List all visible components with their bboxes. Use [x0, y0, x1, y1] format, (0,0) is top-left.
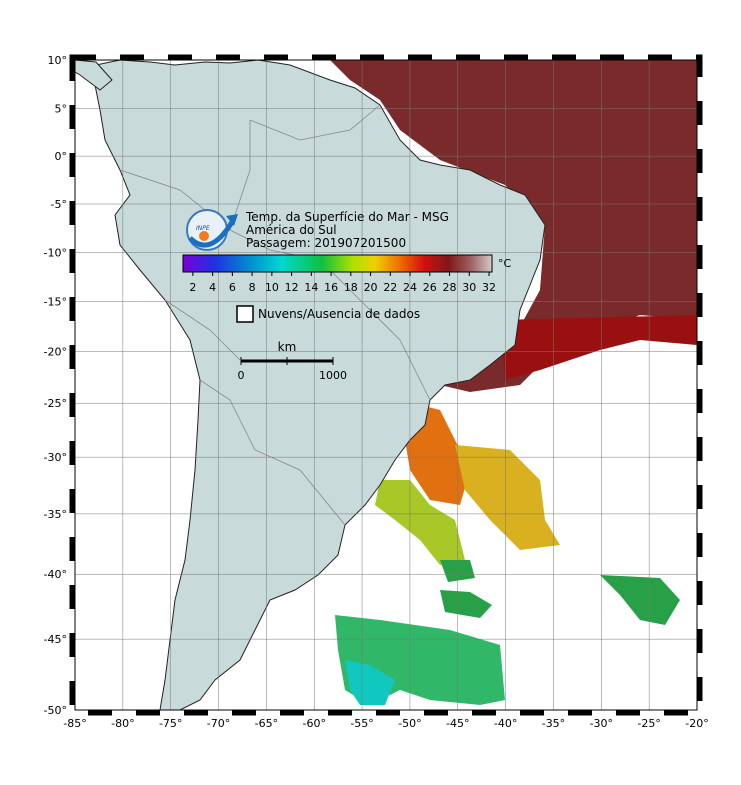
sst-field: [330, 60, 697, 392]
colorbar-tick-label: 20: [364, 281, 378, 294]
colorbar-tick-label: 10: [265, 281, 279, 294]
legend-label: Nuvens/Ausencia de dados: [258, 307, 420, 321]
colorbar-tick-label: 24: [403, 281, 417, 294]
colorbar-tick-label: 28: [443, 281, 457, 294]
lon-tick-label: -35°: [542, 717, 565, 730]
lon-tick-label: -45°: [446, 717, 469, 730]
lon-tick-label: -50°: [398, 717, 421, 730]
sst-field: [455, 445, 560, 550]
lat-tick-label: -40°: [44, 568, 67, 581]
lat-tick-label: -30°: [44, 451, 67, 464]
lon-tick-label: -85°: [63, 717, 86, 730]
sst-field: [375, 480, 465, 565]
lon-tick-label: -65°: [255, 717, 278, 730]
lon-tick-label: -25°: [637, 717, 660, 730]
title-line: América do Sul: [246, 223, 337, 237]
scale-unit: km: [278, 340, 297, 354]
scale-bar: [240, 357, 334, 365]
colorbar: [182, 254, 493, 273]
colorbar-tick-label: 26: [423, 281, 437, 294]
map-layers: [74, 59, 697, 711]
colorbar-tick-label: 14: [304, 281, 318, 294]
scale-label: 0: [238, 369, 245, 382]
lon-tick-label: -40°: [494, 717, 517, 730]
title-line: Passagem: 201907201500: [246, 236, 406, 250]
colorbar-tick-label: 16: [324, 281, 338, 294]
lat-tick-label: -10°: [44, 246, 67, 259]
lat-tick-label: -20°: [44, 345, 67, 358]
sst-field: [440, 560, 680, 625]
colorbar-tick-label: 6: [229, 281, 236, 294]
colorbar-tick-label: 4: [209, 281, 216, 294]
colorbar-tick-label: 8: [249, 281, 256, 294]
colorbar-tick-label: 18: [344, 281, 358, 294]
lat-tick-label: -15°: [44, 295, 67, 308]
sst-field: [500, 315, 697, 380]
sst-field: [345, 660, 395, 705]
lon-tick-label: -80°: [111, 717, 134, 730]
colorbar-tick-label: 30: [462, 281, 476, 294]
title-line: Temp. da Superfície do Mar - MSG: [245, 210, 449, 224]
lat-tick-label: 10°: [48, 54, 68, 67]
legend-swatch: [236, 305, 254, 323]
lon-tick-label: -55°: [350, 717, 373, 730]
colorbar-tick-label: 12: [285, 281, 299, 294]
lon-tick-label: -30°: [590, 717, 613, 730]
scale-label: 1000: [319, 369, 347, 382]
frame-border: [69, 54, 703, 716]
lon-tick-label: -20°: [685, 717, 708, 730]
sst-field: [405, 405, 470, 505]
lat-tick-label: -25°: [44, 397, 67, 410]
lat-tick-label: -45°: [44, 633, 67, 646]
logo-text: INPE: [196, 225, 210, 232]
colorbar-unit: °C: [498, 257, 512, 270]
lat-tick-label: -35°: [44, 508, 67, 521]
colorbar-tick-label: 2: [189, 281, 196, 294]
lon-tick-label: -60°: [302, 717, 325, 730]
colorbar-tick-label: 32: [482, 281, 496, 294]
map-frame: [74, 59, 698, 711]
lon-tick-label: -70°: [207, 717, 230, 730]
lat-tick-label: 5°: [55, 102, 68, 115]
lon-tick-label: -75°: [159, 717, 182, 730]
colorbar-tick-label: 22: [383, 281, 397, 294]
lat-tick-label: 0°: [55, 150, 68, 163]
logo: INPE: [186, 209, 238, 251]
lat-tick-label: -5°: [51, 198, 67, 211]
lat-tick-label: -50°: [44, 704, 67, 717]
